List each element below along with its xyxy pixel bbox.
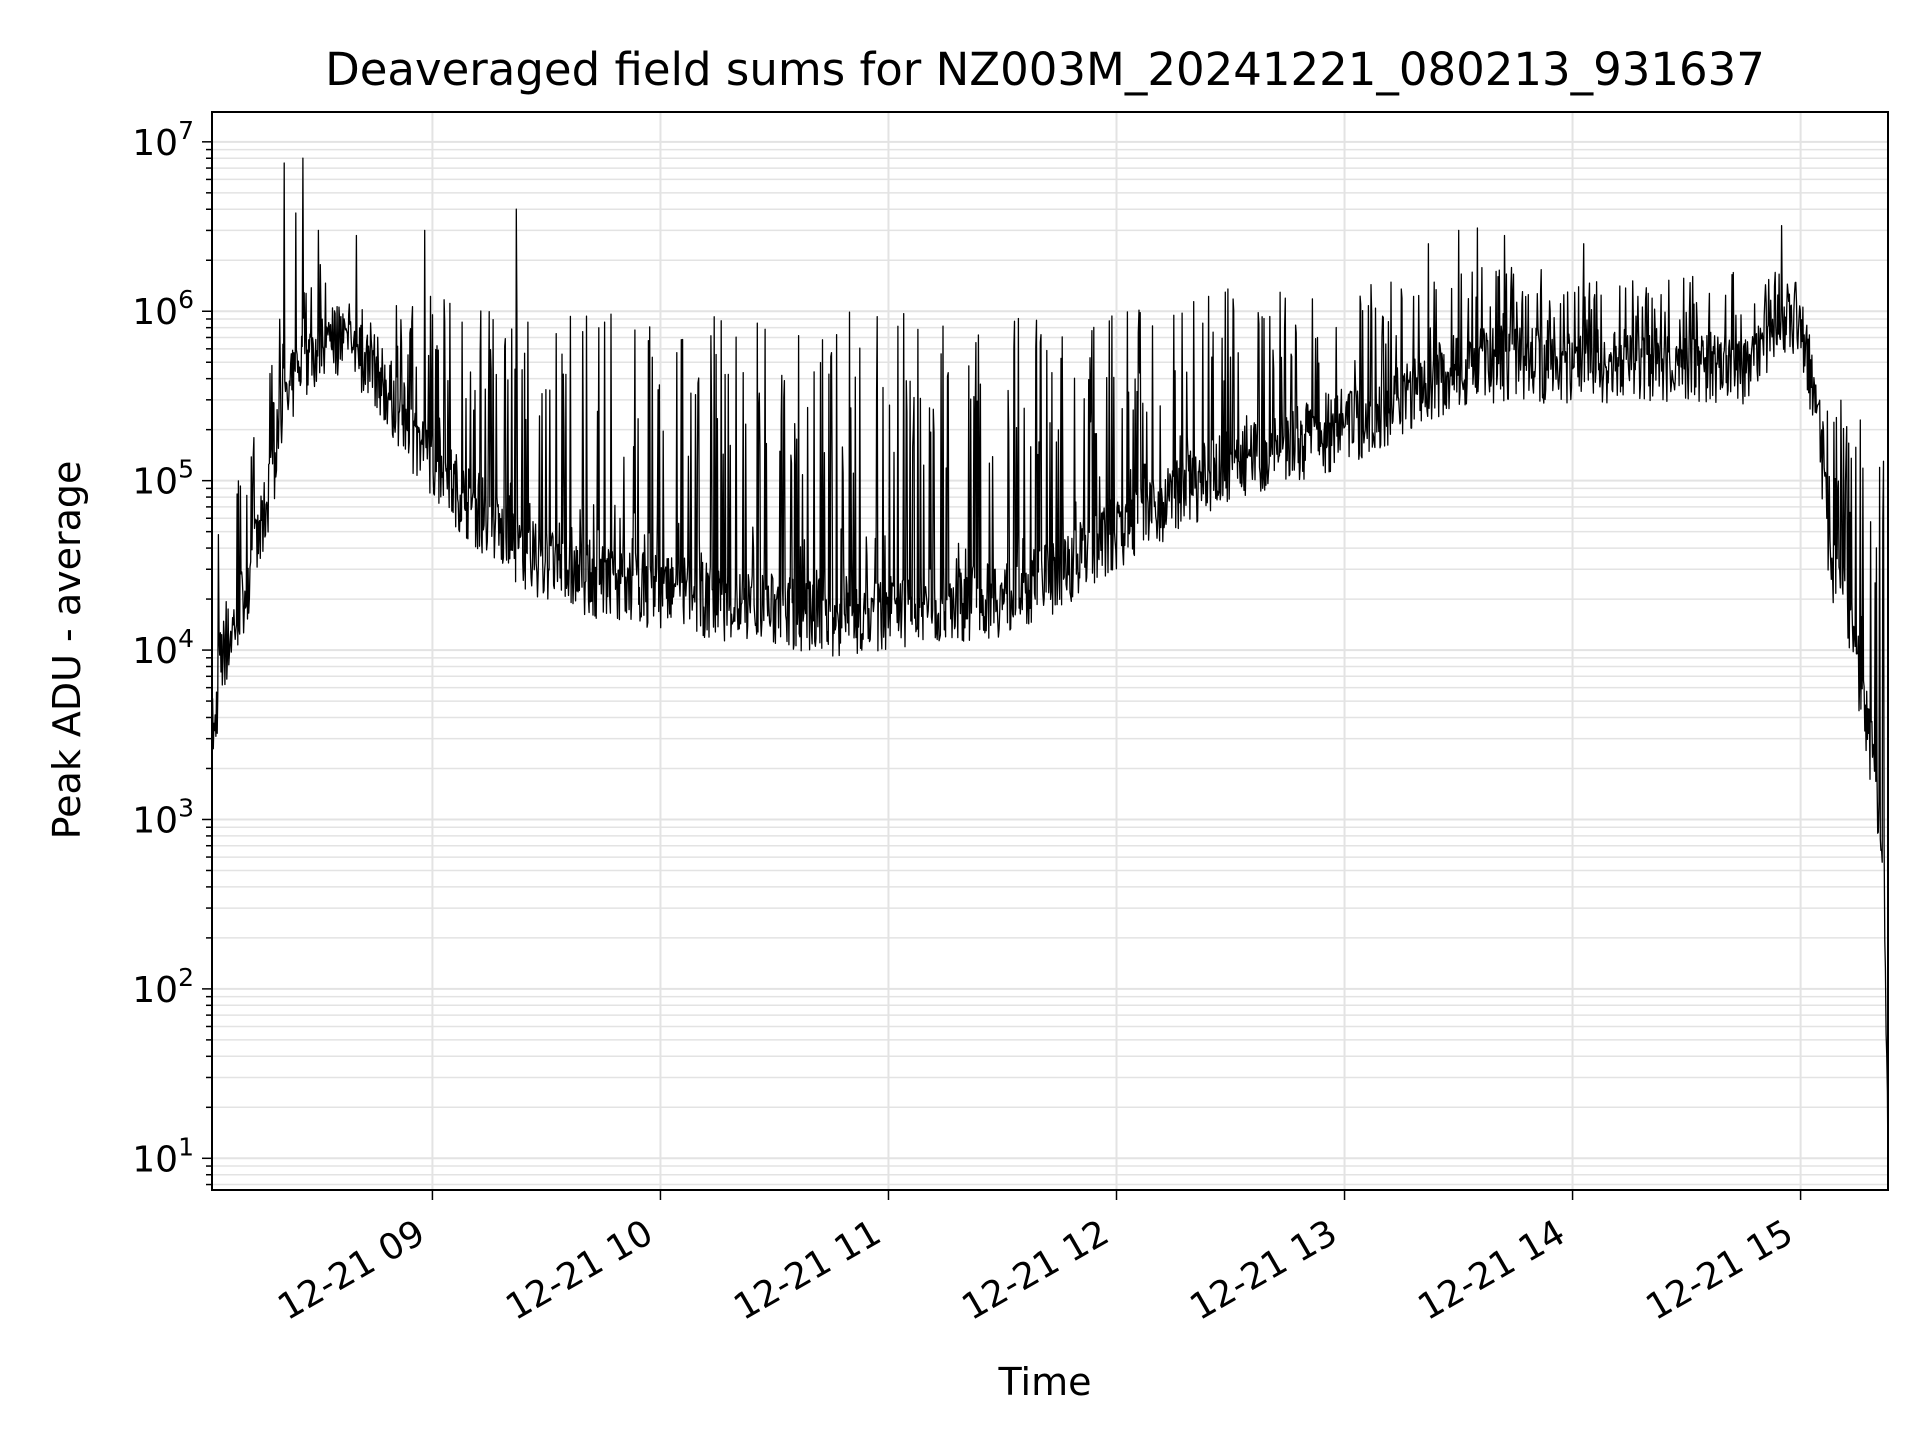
chart-title: Deaveraged field sums for NZ003M_2024122…: [325, 43, 1765, 96]
grid-lines: [212, 112, 1888, 1190]
series-line: [211, 157, 1889, 1173]
y-tick-label: 102: [132, 963, 194, 1011]
y-tick-label: 107: [132, 116, 194, 164]
data-series: [211, 157, 1889, 1173]
y-tick-label: 103: [132, 793, 194, 841]
y-tick-label: 104: [132, 624, 194, 672]
y-tick-label: 105: [132, 455, 194, 503]
y-tick-label: 106: [132, 285, 194, 333]
axes-frame: [211, 111, 1889, 1191]
y-tick-label: 101: [132, 1132, 194, 1180]
y-axis-label: Peak ADU - average: [45, 461, 89, 840]
x-axis-label: Time: [998, 1360, 1092, 1404]
